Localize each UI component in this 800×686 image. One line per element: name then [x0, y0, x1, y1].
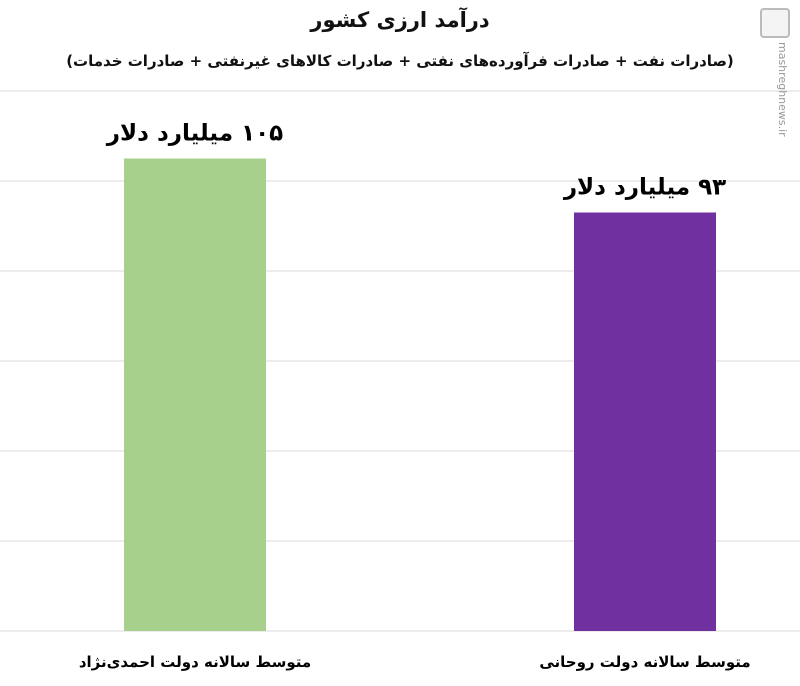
data-label-2: ۹۳ میلیارد دلار — [563, 175, 726, 201]
data-label-1: ۱۰۵ میلیارد دلار — [106, 121, 283, 147]
chart-title: درآمد ارزی کشور — [310, 8, 490, 32]
bar-1 — [124, 158, 266, 631]
watermark: mashreghnews.ir — [750, 8, 794, 138]
category-label-1: متوسط سالانه دولت احمدی‌نژاد — [79, 653, 311, 671]
category-label-2: متوسط سالانه دولت روحانی — [539, 653, 750, 671]
labels: ۱۰۵ میلیارد دلار متوسط سالانه دولت احمدی‌… — [79, 121, 751, 672]
bar-2 — [574, 212, 716, 631]
watermark-text: mashreghnews.ir — [776, 42, 789, 137]
mashregh-logo-icon — [760, 8, 790, 38]
bars — [124, 158, 716, 631]
chart-subtitle: (صادرات نفت + صادرات فرآورده‌های نفتی + … — [66, 52, 734, 70]
